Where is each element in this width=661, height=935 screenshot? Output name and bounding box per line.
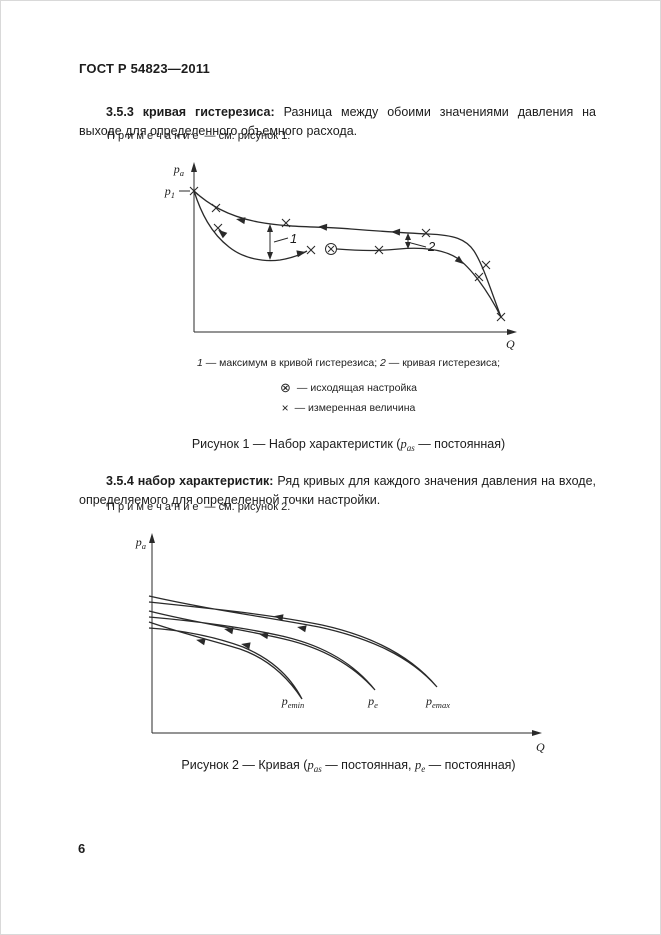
note-1-label: П р и м е ч а н и е xyxy=(107,130,199,142)
measured-point-markers xyxy=(189,186,506,322)
note-2-label: П р и м е ч а н и е xyxy=(107,501,199,513)
svg-text:p1: p1 xyxy=(164,184,175,200)
figure-1-p1-point: p1 xyxy=(164,184,190,200)
paragraph-3-5-3: 3.5.3 кривая гистерезиса: Разница между … xyxy=(79,103,596,142)
legend-pos-1: 1 xyxy=(196,357,203,369)
initial-setting-icon: ⊗ xyxy=(280,380,291,395)
legend-pos-2: 2 xyxy=(380,357,386,369)
figure-1-legend-line-3: × — измеренная величина xyxy=(281,401,416,415)
figure-2-x-axis-label: Q xyxy=(536,740,545,754)
figure-1-legend-line-1: 1 — максимум в кривой гистерезиса; 2 — к… xyxy=(196,357,501,369)
note-1-text: — см. рисунок 1. xyxy=(204,130,291,142)
callout-2-dimension: 2 xyxy=(405,233,436,254)
callout-2-label: 2 xyxy=(427,239,436,254)
figure-2-curve-label-pe: pe xyxy=(367,694,378,710)
figure-1-y-axis-label: pa xyxy=(173,162,184,178)
figure-1-diagram: 1 2 pa p1 Q xyxy=(164,162,517,351)
definition-3-5-3: Разница между обоими значениями давления… xyxy=(79,104,596,139)
note-2-text: — см. рисунок 2. xyxy=(204,501,291,513)
page-number: 6 xyxy=(78,841,86,856)
measured-value-icon: × xyxy=(281,401,289,415)
figure-1: 1 2 pa p1 Q xyxy=(151,156,551,356)
direction-arrows xyxy=(196,614,307,650)
figure-2-curves xyxy=(148,595,438,700)
figure-1-legend-line-2: ⊗ — исходящая настройка xyxy=(280,380,417,395)
callout-1-dimension: 1 xyxy=(267,224,297,260)
figure-2-curve-label-pemin: pemin xyxy=(281,694,305,710)
figure-2-caption: Рисунок 2 — Кривая (pas — постоянная, pe… xyxy=(181,758,516,774)
callout-1-label: 1 xyxy=(290,231,297,246)
figure-1-axes xyxy=(191,162,517,335)
document-code: ГОСТ Р 54823—2011 xyxy=(79,61,210,76)
term-3-5-4: 3.5.4 набор характеристик: xyxy=(106,473,274,488)
term-3-5-3: 3.5.3 кривая гистерезиса: xyxy=(106,104,275,119)
figure-2-axes xyxy=(149,533,542,736)
figure-2: pa pemin pe pemax Q xyxy=(116,529,566,759)
note-1: П р и м е ч а н и е — см. рисунок 1. xyxy=(107,130,290,142)
note-2: П р и м е ч а н и е — см. рисунок 2. xyxy=(107,501,290,513)
figure-2-y-axis-label: pa xyxy=(135,535,146,551)
figure-2-diagram: pa pemin pe pemax Q xyxy=(135,533,545,754)
figure-1-caption: Рисунок 1 — Набор характеристик (pas — п… xyxy=(191,437,506,453)
figure-1-x-axis-label: Q xyxy=(506,337,515,351)
direction-arrows xyxy=(218,217,464,265)
initial-setting-marker xyxy=(325,243,337,255)
paragraph-3-5-4: 3.5.4 набор характеристик: Ряд кривых дл… xyxy=(79,472,596,511)
definition-3-5-4: Ряд кривых для каждого значения давления… xyxy=(79,473,597,508)
figure-2-curve-label-pemax: pemax xyxy=(425,694,450,710)
figure-1-curves xyxy=(193,190,502,318)
